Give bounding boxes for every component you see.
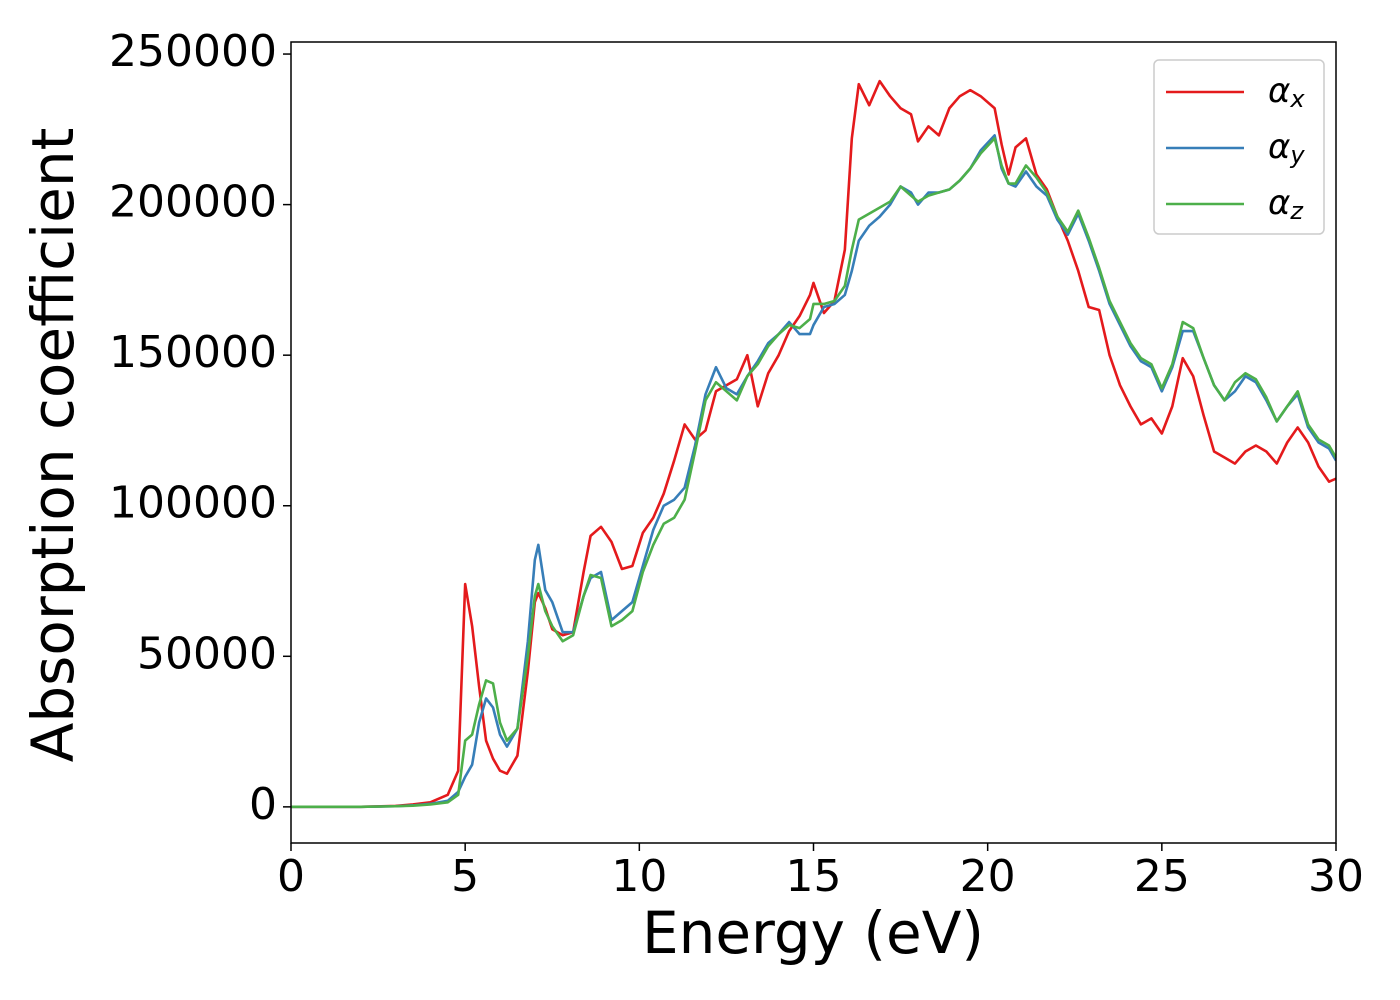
plot-frame [290,41,1337,844]
y-tick-label: 200000 [109,177,277,228]
x-tick-label: 10 [611,851,667,902]
x-tick-label: 0 [277,851,305,902]
legend-label: αy [1268,127,1305,170]
x-tick-label: 15 [786,851,842,902]
y-tick-label: 50000 [137,628,277,679]
data-line [291,79,1336,809]
y-tick-label: 100000 [109,478,277,529]
y-tick-label: 150000 [109,327,277,378]
legend-label: αz [1268,183,1304,226]
x-tick-label: 5 [451,851,479,902]
x-axis-label: Energy (eV) [642,899,984,967]
x-tick-label: 20 [960,851,1016,902]
legend-label: αx [1268,71,1305,114]
data-line [291,137,1336,809]
y-tick-label: 0 [249,779,277,830]
y-tick-label: 250000 [109,26,277,77]
y-axis-label: Absorption coefficient [19,128,87,763]
x-tick-label: 30 [1308,851,1364,902]
x-tick-label: 25 [1134,851,1190,902]
